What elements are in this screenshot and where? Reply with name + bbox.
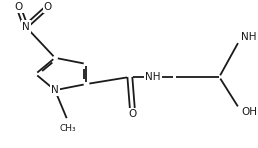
Text: N: N [51, 85, 59, 95]
Text: O: O [14, 2, 22, 12]
Text: NH: NH [241, 32, 257, 42]
Text: N: N [22, 22, 30, 32]
Text: CH₃: CH₃ [59, 124, 76, 133]
Text: O: O [128, 109, 136, 119]
Text: NH: NH [145, 72, 161, 82]
Text: OH: OH [241, 107, 257, 118]
Text: O: O [44, 2, 52, 12]
